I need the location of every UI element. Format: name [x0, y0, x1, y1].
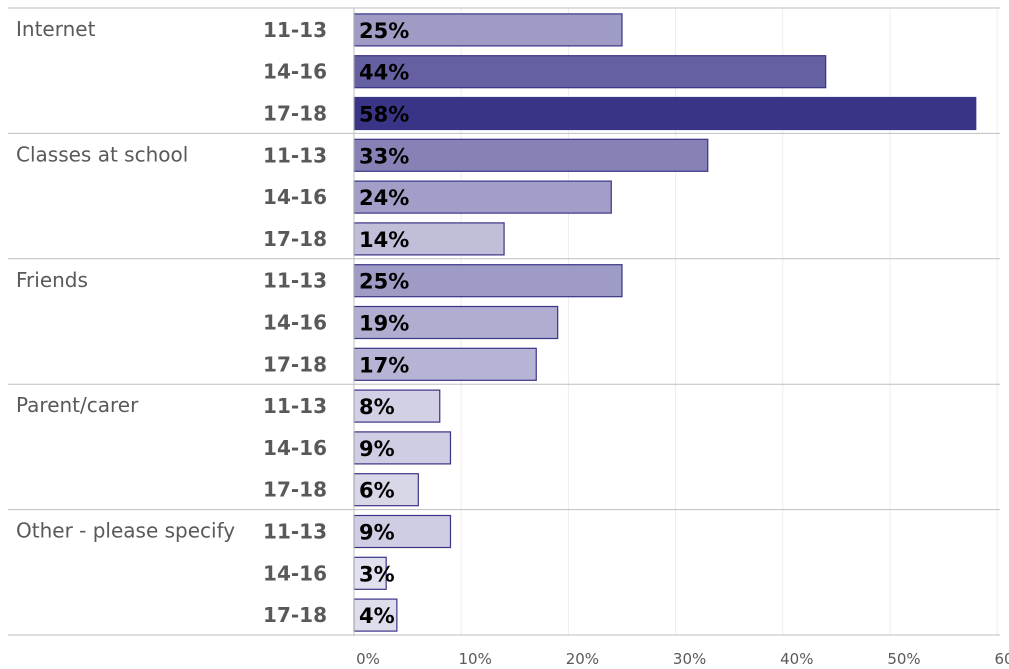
- age-group-label: 14-16: [263, 185, 327, 209]
- category-label: Internet: [16, 17, 96, 41]
- data-label: 6%: [359, 479, 395, 503]
- x-tick-label: 50%: [887, 650, 920, 668]
- data-label: 4%: [359, 604, 395, 628]
- bar: [353, 598, 398, 632]
- bar: [353, 305, 559, 340]
- data-label: 17%: [359, 353, 409, 377]
- age-group-label: 11-13: [263, 143, 327, 167]
- bar: [353, 13, 623, 47]
- age-group-label: 11-13: [263, 269, 327, 293]
- data-label: 3%: [359, 562, 395, 586]
- category-label: Parent/carer: [16, 393, 139, 417]
- age-group-label: 14-16: [263, 436, 327, 460]
- bar: [353, 264, 623, 298]
- x-tick-label: 10%: [459, 650, 492, 668]
- category-label: Other - please specify: [16, 519, 235, 543]
- x-tick-label: 40%: [780, 650, 813, 668]
- x-tick-label: 20%: [566, 650, 599, 668]
- age-group-label: 14-16: [263, 60, 327, 84]
- bar: [353, 96, 977, 131]
- bar: [353, 180, 612, 214]
- bar: [353, 389, 441, 423]
- bar: [353, 473, 419, 507]
- age-group-label: 14-16: [263, 561, 327, 585]
- bar: [353, 222, 505, 256]
- category-label: Friends: [16, 268, 88, 292]
- x-tick-label: 60%: [995, 650, 1009, 668]
- data-label: 14%: [359, 228, 409, 252]
- x-tick-label: 30%: [673, 650, 706, 668]
- data-label: 9%: [359, 521, 395, 545]
- data-label: 58%: [359, 103, 409, 127]
- x-tick-label: 0%: [356, 650, 380, 668]
- age-group-label: 17-18: [263, 603, 327, 627]
- bar: [353, 431, 452, 465]
- bar: [353, 556, 387, 590]
- age-group-label: 17-18: [263, 352, 327, 376]
- data-label: 8%: [359, 395, 395, 419]
- data-label: 24%: [359, 186, 409, 210]
- bar: [353, 138, 709, 172]
- age-group-label: 11-13: [263, 18, 327, 42]
- age-group-label: 11-13: [263, 520, 327, 544]
- data-label: 33%: [359, 144, 409, 168]
- age-group-label: 17-18: [263, 478, 327, 502]
- age-group-label: 11-13: [263, 394, 327, 418]
- age-group-label: 14-16: [263, 311, 327, 335]
- age-group-label: 17-18: [263, 102, 327, 126]
- data-label: 44%: [359, 61, 409, 85]
- data-label: 19%: [359, 312, 409, 336]
- bar: [353, 514, 452, 549]
- data-label: 25%: [359, 19, 409, 43]
- category-label: Classes at school: [16, 142, 188, 166]
- age-group-label: 17-18: [263, 227, 327, 251]
- data-label: 9%: [359, 437, 395, 461]
- bar: [353, 55, 827, 89]
- data-label: 25%: [359, 270, 409, 294]
